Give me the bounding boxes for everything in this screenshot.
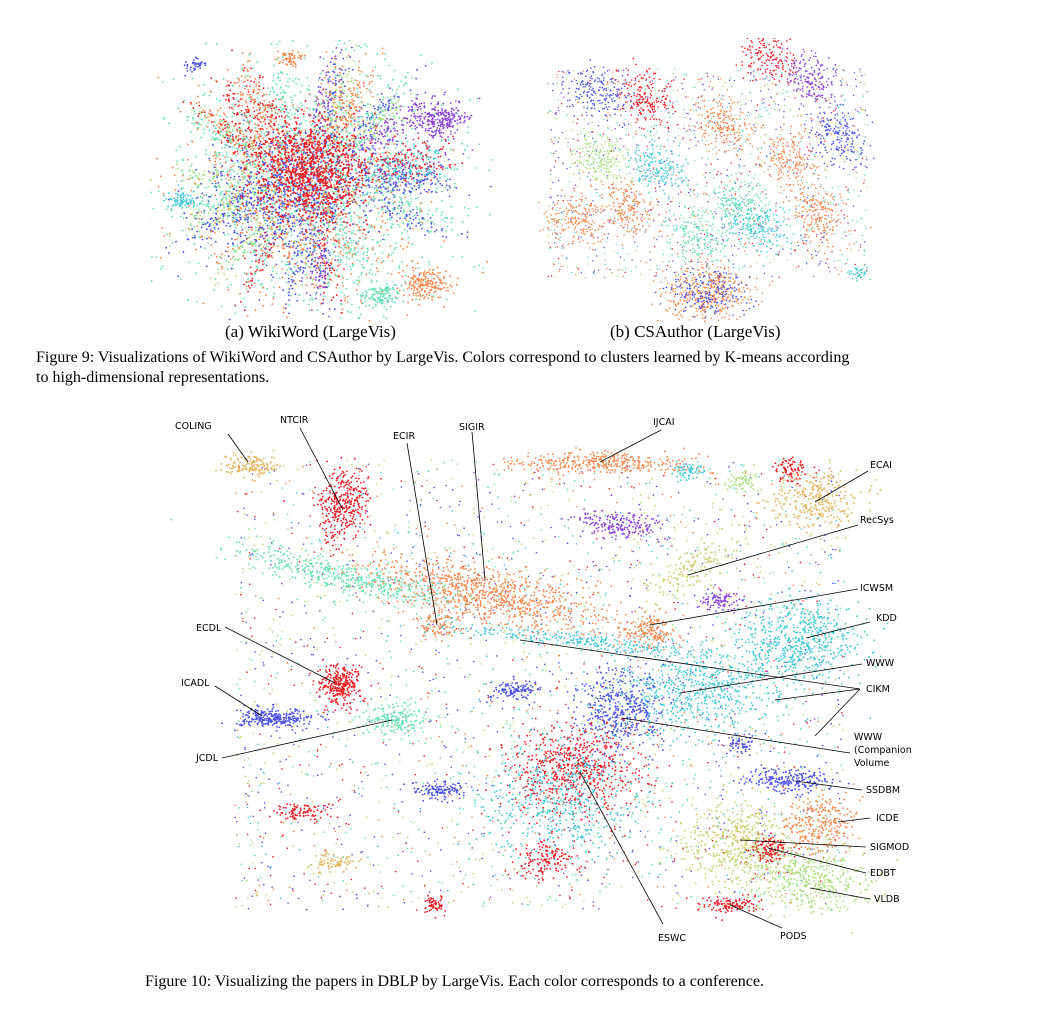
dblp-leader-lines xyxy=(214,427,871,929)
leader-ssdbm xyxy=(794,780,863,791)
csauthor-subcaption: (b) CSAuthor (LargeVis) xyxy=(610,322,781,342)
leader-vldb xyxy=(809,887,871,900)
label-sigmod: SIGMOD xyxy=(870,842,909,853)
dblp-scatter-plot: COLING NTCIR ECIR SIGIR IJCAI ECAI RecSy… xyxy=(170,415,912,944)
leader-ecai xyxy=(814,470,869,503)
leader-kdd xyxy=(805,621,871,639)
leader-icwsm xyxy=(649,588,859,626)
label-kdd: KDD xyxy=(876,613,897,624)
label-www: WWW xyxy=(866,658,895,669)
figure10-caption: Figure 10: Visualizing the papers in DBL… xyxy=(145,972,764,992)
leader-coling xyxy=(227,433,249,463)
label-icde: ICDE xyxy=(876,813,899,824)
leader-sigir xyxy=(471,431,486,581)
leader-icadl xyxy=(214,685,263,717)
label-www-companion-3: Volume xyxy=(854,758,889,769)
leader-sigmod xyxy=(739,839,867,848)
leader-cikm-c xyxy=(814,688,861,737)
leader-jcdl xyxy=(221,719,393,759)
leader-recsys xyxy=(687,524,859,576)
label-ssdbm: SSDBM xyxy=(866,785,900,796)
label-www-companion-2: (Companion xyxy=(854,745,912,756)
label-ntcir: NTCIR xyxy=(280,415,309,426)
csauthor-scatter-plot xyxy=(538,38,875,322)
leader-ijcai xyxy=(599,429,662,463)
label-icwsm: ICWSM xyxy=(860,583,893,594)
wikiword-scatter-plot xyxy=(150,40,493,322)
label-sigir: SIGIR xyxy=(459,422,485,433)
label-ijcai: IJCAI xyxy=(653,417,675,428)
leader-cikm-b xyxy=(774,688,861,701)
csauthor-points xyxy=(538,38,875,322)
leader-www-companion xyxy=(621,717,851,754)
label-edbt: EDBT xyxy=(870,868,896,879)
leader-ntcir xyxy=(299,427,344,511)
figure9-caption: Figure 9: Visualizations of WikiWord and… xyxy=(36,348,1026,388)
leader-pods xyxy=(729,904,783,929)
leader-ecir xyxy=(406,442,438,626)
label-ecai: ECAI xyxy=(870,460,892,471)
dblp-labels: COLING NTCIR ECIR SIGIR IJCAI ECAI RecSy… xyxy=(175,415,912,944)
leader-cikm-a xyxy=(519,639,861,690)
label-www-companion-1: WWW xyxy=(854,732,883,743)
label-pods: PODS xyxy=(780,931,807,942)
label-ecir: ECIR xyxy=(393,431,415,442)
leader-www xyxy=(679,663,863,694)
label-cikm: CIKM xyxy=(866,684,890,695)
wikiword-subcaption: (a) WikiWord (LargeVis) xyxy=(225,322,396,342)
label-vldb: VLDB xyxy=(874,894,900,905)
wikiword-points xyxy=(150,40,493,322)
figure9-caption-line2: to high-dimensional representations. xyxy=(36,368,1026,388)
label-coling: COLING xyxy=(175,421,212,432)
label-eswc: ESWC xyxy=(658,933,686,944)
leader-icde xyxy=(837,817,871,823)
figure9-caption-line1: Figure 9: Visualizations of WikiWord and… xyxy=(36,348,1026,368)
label-ecdl: ECDL xyxy=(196,623,222,634)
label-jcdl: JCDL xyxy=(195,753,219,764)
leader-ecdl xyxy=(224,626,336,684)
dblp-points xyxy=(170,447,898,934)
leader-edbt xyxy=(767,847,867,874)
leader-eswc xyxy=(579,771,664,925)
label-icadl: ICADL xyxy=(181,678,210,689)
label-recsys: RecSys xyxy=(860,515,894,526)
